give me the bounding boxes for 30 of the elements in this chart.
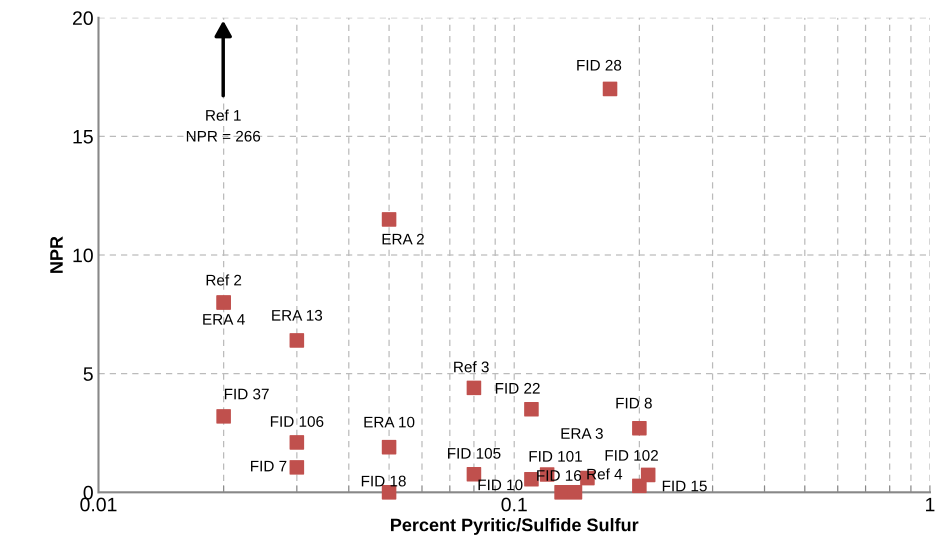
- x-tick-label: 0.1: [501, 498, 527, 512]
- annotation: FID 10: [478, 479, 522, 490]
- annotation: ERA 4: [203, 314, 245, 325]
- y-tick-label: 0: [84, 486, 93, 500]
- x-tick-label: 1: [926, 498, 934, 512]
- annotation: FID 18: [362, 476, 406, 486]
- annotation: Ref 1 NPR = 266: [186, 110, 260, 142]
- annotation: Ref 2: [206, 274, 242, 286]
- annotation: FID 22: [496, 382, 540, 394]
- annotation: FID 7: [251, 460, 286, 472]
- annotation: FID 101: [530, 450, 582, 462]
- annotation: ERA 2: [382, 234, 424, 244]
- annotation: FID 105: [448, 448, 500, 459]
- annotation: FID 8: [616, 398, 652, 409]
- y-tick-label: 10: [73, 248, 93, 262]
- annotation: FID 106: [270, 416, 324, 427]
- annotation: FID 37: [224, 388, 269, 400]
- annotation: ERA 13: [272, 310, 322, 321]
- annotation: FID 102: [606, 450, 658, 461]
- annotation: FID 15: [662, 480, 707, 492]
- x-axis-title: Percent Pyritic/Sulfide Sulfur: [391, 518, 638, 535]
- annotation: ERA 10: [364, 416, 414, 428]
- x-tick-label: 0.01: [80, 498, 116, 512]
- y-axis-title: NPR: [50, 236, 63, 273]
- y-tick-label: 5: [84, 367, 93, 381]
- annotation: ERA 3: [561, 428, 603, 439]
- y-tick-label: 20: [72, 11, 93, 25]
- annotation: Ref 3: [454, 361, 489, 372]
- y-tick-label: 15: [73, 130, 93, 144]
- annotation: FID 28: [577, 60, 622, 71]
